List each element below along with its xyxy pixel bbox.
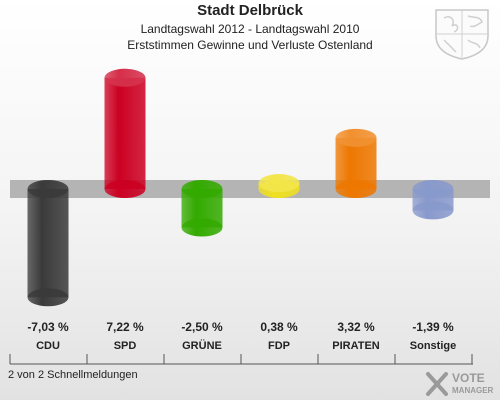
category-label-sonstige: Sonstige <box>410 340 456 352</box>
category-label-spd: SPD <box>114 340 137 352</box>
value-label-spd: 7,22 % <box>106 320 144 334</box>
category-label-fdp: FDP <box>268 340 290 352</box>
bar-spd <box>104 68 146 198</box>
bar-piraten <box>335 128 377 198</box>
value-label-piraten: 3,32 % <box>337 320 375 334</box>
chart-subtitle-detail: Erststimmen Gewinne und Verluste Ostenla… <box>127 38 373 52</box>
logo-line1: VOTE <box>452 371 485 385</box>
bar-sonstige <box>412 180 454 220</box>
value-label-fdp: 0,38 % <box>260 320 298 334</box>
bar-fdp <box>258 174 300 198</box>
value-label-cdu: -7,03 % <box>27 320 69 334</box>
category-label-grüne: GRÜNE <box>182 339 222 352</box>
category-label-piraten: PIRATEN <box>332 340 380 352</box>
value-label-sonstige: -1,39 % <box>412 320 454 334</box>
chart-title: Stadt Delbrück <box>197 2 303 19</box>
bar-grüne <box>181 180 223 237</box>
logo-line2: MANAGER <box>452 386 494 395</box>
coat-of-arms-icon <box>435 9 489 60</box>
x-axis <box>9 354 473 365</box>
value-label-grüne: -2,50 % <box>181 320 223 334</box>
votemanager-logo-icon: VOTE MANAGER <box>426 371 494 396</box>
chart-subtitle: Landtagswahl 2012 - Landtagswahl 2010 <box>140 22 360 36</box>
bar-cdu <box>27 180 69 307</box>
category-label-cdu: CDU <box>36 340 60 352</box>
footer-text: 2 von 2 Schnellmeldungen <box>8 369 138 381</box>
